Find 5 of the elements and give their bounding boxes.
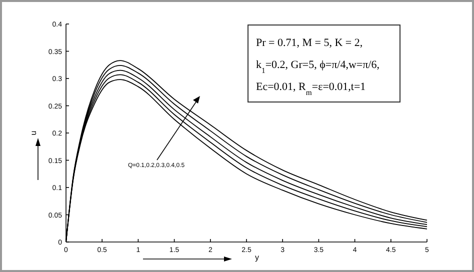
y-axis-title: u: [29, 130, 38, 136]
annotation: k$_{1}$=0.2, Gr=5, ϕ=π/4,w=π/6,: [256, 59, 380, 74]
annotation: Pr = 0.71, M = 5, K = 2,: [256, 37, 363, 49]
annotation: Ec=0.01, R$_{m}$=ε=0.01,t=1: [256, 81, 366, 96]
x-axis-title: y: [255, 253, 259, 262]
